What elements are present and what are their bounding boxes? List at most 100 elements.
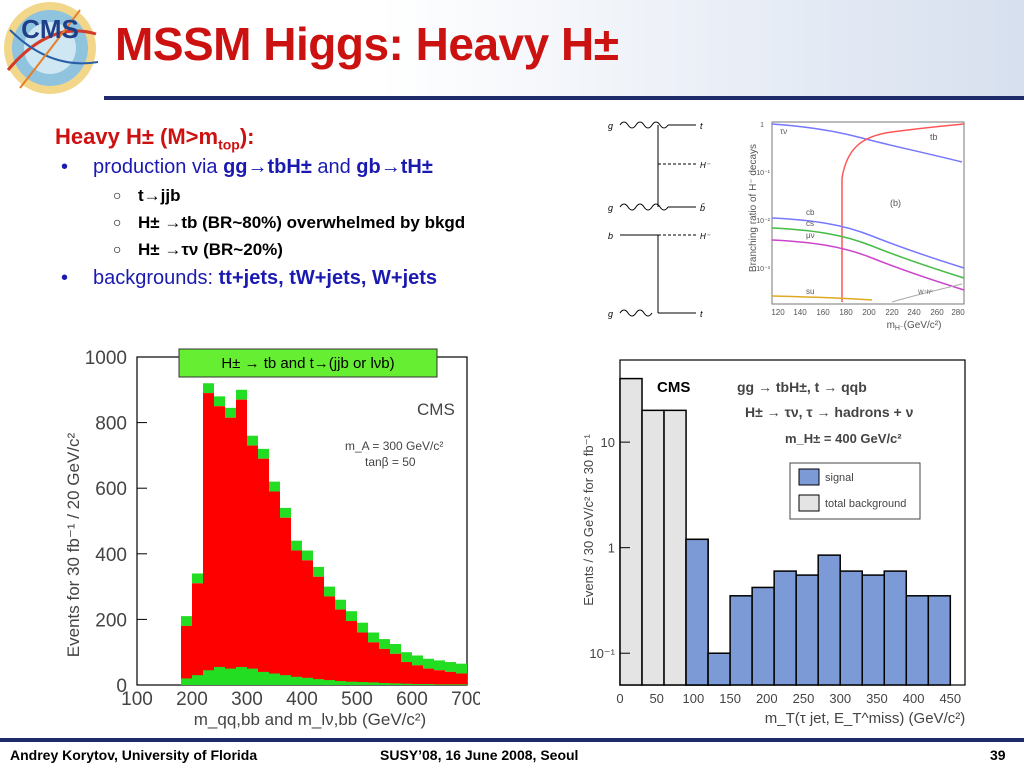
- hl-bar: [181, 625, 192, 685]
- hl-bar: [346, 621, 357, 685]
- hr-signal-bar: [905, 595, 930, 686]
- hl-bar-cap: [291, 540, 302, 551]
- hl-bar-cap: [346, 611, 357, 622]
- hl-xtick: 700: [451, 689, 480, 710]
- hr-bkg-bar: [619, 377, 643, 686]
- hr-xlabel: m_T(τ jet, E_T^miss) (GeV/c²): [765, 710, 965, 727]
- hl-xtick: 400: [286, 689, 318, 710]
- hr-cms-label: CMS: [657, 379, 690, 396]
- br-xtick: 180: [839, 308, 853, 317]
- bullet-production: • production via gg→tbH± and gb→tH±: [61, 156, 433, 179]
- hl-xtick: 100: [121, 689, 153, 710]
- hl-signal-bar: [302, 677, 313, 685]
- hl-bar-cap: [368, 632, 379, 643]
- diagram-label-bbar: b̄: [700, 203, 705, 213]
- hr-legend-bkg: total background: [825, 498, 906, 510]
- diagram-label-b: b: [608, 231, 613, 241]
- br-label-wh: W⁺h⁰: [918, 289, 933, 296]
- hl-ytick: 200: [95, 610, 127, 631]
- hl-signal-bar: [368, 682, 379, 685]
- hl-bar: [291, 550, 302, 685]
- hr-ytick: 10⁻¹: [589, 646, 615, 661]
- br-xtick: 260: [930, 308, 944, 317]
- hl-bar: [434, 670, 445, 685]
- hl-signal-bar: [181, 678, 192, 685]
- br-frame: [771, 121, 965, 305]
- hl-yticks: 0 200 400 600 800 1000: [85, 348, 147, 697]
- histogram-right: 10 1 10⁻¹ 0 50 100 150 200 250 300 350 400 450 Even…: [581, 359, 966, 727]
- hl-signal-bar: [313, 679, 324, 685]
- branching-ratio-plot: Branching ratio of H⁻ decays τν tb cb cs…: [742, 118, 970, 334]
- hl-signal-bar: [434, 684, 445, 685]
- hr-bkg-bar: [641, 409, 665, 686]
- footer: Andrey Korytov, University of Florida SU…: [0, 742, 1024, 768]
- hr-signal-bar: [839, 570, 863, 686]
- hl-signal-bar: [401, 683, 412, 685]
- subbullet-tjjb: ○ t→jjb: [113, 186, 181, 206]
- hl-bar-cap: [247, 435, 258, 446]
- br-label-taunu: τν: [780, 127, 787, 136]
- hr-ytick: 10: [601, 435, 615, 450]
- diagram-label-t1: t: [700, 121, 703, 131]
- hl-bar-cap: [401, 652, 412, 663]
- hl-signal-bar: [247, 668, 258, 685]
- hl-bar: [247, 445, 258, 685]
- gluon-line-2: [619, 203, 669, 211]
- hr-ytick: 1: [608, 541, 615, 556]
- hl-bar-cap: [236, 389, 247, 400]
- hl-signal-bar: [324, 680, 335, 685]
- hl-bar: [412, 665, 423, 685]
- hr-xtick: 300: [829, 691, 851, 706]
- hr-ylabel: Events / 30 GeV/c² for 30 fb⁻¹: [581, 434, 596, 606]
- title-divider: [104, 96, 1024, 100]
- br-panel-label: (b): [890, 198, 901, 208]
- hl-bar: [379, 648, 390, 685]
- br-xlabel: mH⁻(GeV/c²): [887, 320, 942, 332]
- hr-legend-bkg-swatch: [798, 494, 820, 512]
- hl-bar: [313, 576, 324, 685]
- diagram-label-h1: H⁻: [700, 161, 711, 170]
- hl-xtick: 200: [176, 689, 208, 710]
- subbullet-tb: ○ H± →tb (BR~80%) overwhelmed by bkgd: [113, 213, 466, 233]
- hl-bar: [357, 632, 368, 685]
- hl-bar-cap: [434, 660, 445, 671]
- br-xtick: 160: [816, 308, 830, 317]
- hl-bar: [423, 668, 434, 685]
- hr-signal-bar: [707, 652, 731, 686]
- hr-signal-bar: [729, 595, 753, 686]
- hl-ytick: 800: [95, 414, 127, 435]
- hl-bar: [368, 642, 379, 685]
- hl-signal-bar: [335, 681, 346, 685]
- cms-logo: CMS: [0, 0, 104, 97]
- hl-annot-ma: m_A = 300 GeV/c²: [345, 439, 443, 453]
- hl-xtick: 300: [231, 689, 263, 710]
- hl-xlabel: m_qq,bb and m_lν,bb (GeV/c²): [194, 710, 426, 729]
- hl-signal-bar: [280, 675, 291, 685]
- hl-bar: [324, 596, 335, 685]
- slide-title: MSSM Higgs: Heavy H±: [115, 18, 619, 70]
- hl-bar-cap: [280, 507, 291, 518]
- hl-ytick: 0: [116, 676, 127, 697]
- hr-xtick: 450: [939, 691, 961, 706]
- hr-signal-bar: [883, 570, 908, 686]
- hl-bar: [192, 583, 203, 685]
- hl-bar-cap: [379, 639, 390, 649]
- hr-xtick: 400: [903, 691, 925, 706]
- hr-xtick: 50: [649, 691, 663, 706]
- hl-signal-bar: [225, 668, 236, 685]
- hr-signal-bar: [817, 554, 841, 686]
- br-ytick: 10⁻³: [756, 266, 770, 273]
- hl-xticks: 100 200 300 400 500 600 700: [121, 689, 480, 710]
- hl-bar: [302, 560, 313, 685]
- hl-bar-cap: [214, 396, 225, 407]
- hr-xtick: 0: [616, 691, 623, 706]
- hl-bar-cap: [335, 599, 346, 610]
- br-xtick: 240: [907, 308, 921, 317]
- hl-cms-label: CMS: [417, 400, 455, 419]
- br-curve-tb: [841, 123, 965, 302]
- hl-signal-bar: [357, 682, 368, 685]
- hl-bar: [258, 458, 269, 685]
- bullet-backgrounds: • backgrounds: tt+jets, tW+jets, W+jets: [61, 267, 438, 290]
- hl-bars: [181, 383, 467, 685]
- hl-signal-bar: [192, 675, 203, 685]
